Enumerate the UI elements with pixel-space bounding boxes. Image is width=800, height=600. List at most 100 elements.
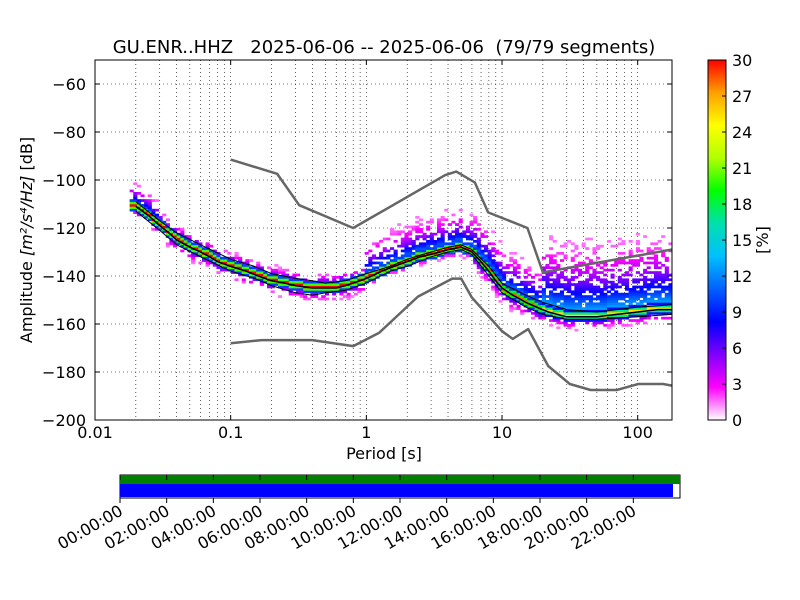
psd-cell: [129, 201, 134, 205]
psd-cell: [617, 285, 622, 289]
psd-cell: [364, 276, 369, 279]
psd-cell: [635, 261, 640, 265]
psd-cell: [473, 259, 478, 262]
psd-cell: [476, 228, 481, 231]
psd-cell: [444, 252, 449, 255]
psd-cell: [581, 261, 586, 265]
psd-cell: [552, 254, 557, 258]
psd-cell: [473, 261, 478, 265]
psd-cell: [512, 261, 518, 265]
psd-cell: [436, 252, 442, 255]
psd-cell: [588, 302, 593, 306]
psd-cell: [498, 261, 503, 265]
psd-cell: [180, 235, 185, 238]
psd-cell: [469, 232, 474, 236]
psd-cell: [610, 295, 615, 298]
psd-cell: [353, 288, 358, 291]
psd-cell: [364, 278, 369, 282]
psd-cell: [520, 297, 525, 301]
plot-area: 0.01 0.1 1 10 100 −60−80−100−120−140−160−180…: [42, 59, 673, 442]
psd-cell: [491, 259, 496, 262]
psd-cell: [209, 259, 214, 262]
psd-cell: [512, 271, 518, 274]
psd-cell: [606, 324, 612, 327]
psd-cell: [581, 297, 586, 301]
psd-cell: [552, 288, 557, 291]
psd-cell: [263, 280, 268, 284]
psd-cell: [415, 237, 420, 241]
psd-cell: [541, 266, 546, 270]
psd-cell: [614, 297, 619, 301]
psd-cell: [169, 237, 174, 241]
psd-cell: [549, 309, 554, 313]
psd-cell: [552, 319, 557, 322]
psd-cell: [386, 237, 391, 241]
psd-cell: [592, 324, 597, 327]
psd-cell: [592, 292, 597, 296]
psd-cell: [559, 276, 565, 279]
psd-cell: [415, 220, 420, 224]
psd-cell: [668, 285, 672, 289]
psd-cell: [520, 300, 525, 303]
psd-cell: [552, 285, 557, 289]
psd-cell: [201, 254, 207, 258]
psd-cell: [259, 273, 264, 277]
psd-cell: [585, 297, 590, 301]
psd-cell: [346, 285, 351, 289]
psd-cell: [140, 213, 145, 217]
psd-cell: [621, 324, 626, 327]
psd-cell: [523, 290, 528, 294]
psd-cell: [552, 278, 557, 282]
psd-cell: [628, 288, 633, 291]
psd-cell: [429, 242, 434, 246]
psd-cell: [234, 252, 239, 255]
psd-cell: [614, 285, 619, 289]
psd-cell: [621, 295, 626, 298]
psd-cell: [516, 292, 521, 296]
psd-cell: [234, 278, 239, 282]
psd-cell: [603, 292, 608, 296]
psd-cell: [614, 261, 619, 265]
psd-cell: [180, 228, 185, 231]
psd-cell: [628, 259, 633, 262]
psd-cell: [162, 213, 167, 217]
psd-cell: [404, 242, 409, 246]
y-axis-ticks: −60−80−100−120−140−160−180−200: [42, 75, 672, 430]
psd-cell: [588, 307, 593, 310]
psd-cell: [527, 288, 532, 291]
psd-cell: [552, 261, 557, 265]
psd-cell: [577, 290, 583, 294]
psd-cell: [541, 302, 546, 306]
psd-cell: [259, 271, 264, 274]
psd-cell: [668, 283, 672, 286]
psd-cell: [632, 264, 637, 267]
psd-cell: [599, 319, 604, 322]
psd-cell: [147, 208, 152, 212]
psd-cell: [205, 256, 210, 260]
psd-cell: [657, 240, 662, 243]
psd-cell: [411, 240, 416, 243]
psd-cell: [661, 307, 666, 310]
psd-cell: [455, 242, 460, 246]
psd-cell: [223, 249, 228, 253]
psd-cell: [617, 268, 622, 272]
psd-cell: [585, 316, 590, 320]
psd-cell: [415, 249, 420, 253]
psd-cell: [274, 271, 279, 274]
psd-cell: [585, 295, 590, 298]
psd-cell: [617, 259, 622, 262]
psd-cell: [400, 240, 405, 243]
psd-cell: [350, 278, 355, 282]
psd-cell: [534, 273, 539, 277]
psd-cell: [458, 249, 463, 253]
psd-cell: [664, 276, 669, 279]
psd-cell: [418, 218, 424, 222]
psd-cell: [462, 256, 467, 260]
psd-cell: [512, 292, 518, 296]
psd-cell: [473, 218, 478, 222]
psd-cell: [599, 278, 604, 282]
psd-cell: [632, 304, 637, 308]
psd-cell: [621, 292, 626, 296]
psd-cell: [487, 249, 492, 253]
psd-cell: [281, 276, 286, 279]
